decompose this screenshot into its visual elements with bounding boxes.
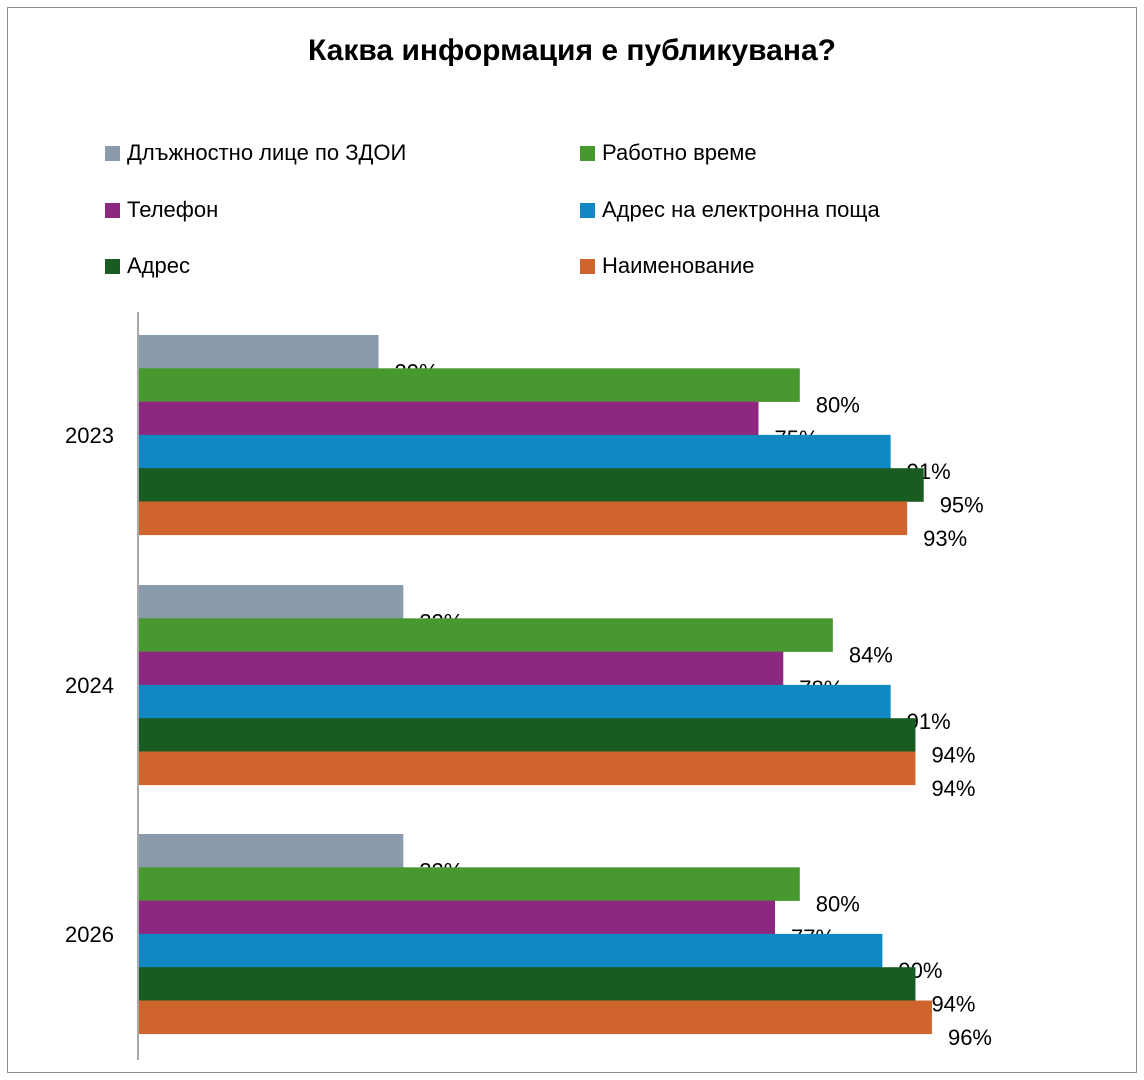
legend-label: Длъжностно лице по ЗДОИ bbox=[127, 140, 407, 165]
legend-label: Телефон bbox=[127, 197, 219, 222]
chart-title: Каква информация е публикувана? bbox=[308, 34, 836, 67]
legend-item: Наименование bbox=[580, 252, 755, 280]
legend-label: Работно време bbox=[602, 140, 757, 165]
legend-swatch bbox=[580, 145, 595, 161]
legend-label: Наименование bbox=[602, 253, 755, 278]
legend-swatch bbox=[105, 202, 120, 218]
legend-item: Адрес bbox=[105, 252, 190, 280]
legend-item: Адрес на електронна поща bbox=[580, 196, 880, 224]
legend-item: Работно време bbox=[580, 139, 757, 167]
legend-swatch bbox=[580, 202, 595, 218]
legend-item: Телефон bbox=[105, 196, 218, 224]
legend-swatch bbox=[580, 258, 595, 274]
legend-swatch bbox=[105, 145, 120, 161]
legend-label: Адрес bbox=[127, 253, 190, 278]
legend-label: Адрес на електронна поща bbox=[602, 197, 880, 222]
legend-item: Длъжностно лице по ЗДОИ bbox=[105, 139, 406, 167]
legend-swatch bbox=[105, 258, 120, 274]
